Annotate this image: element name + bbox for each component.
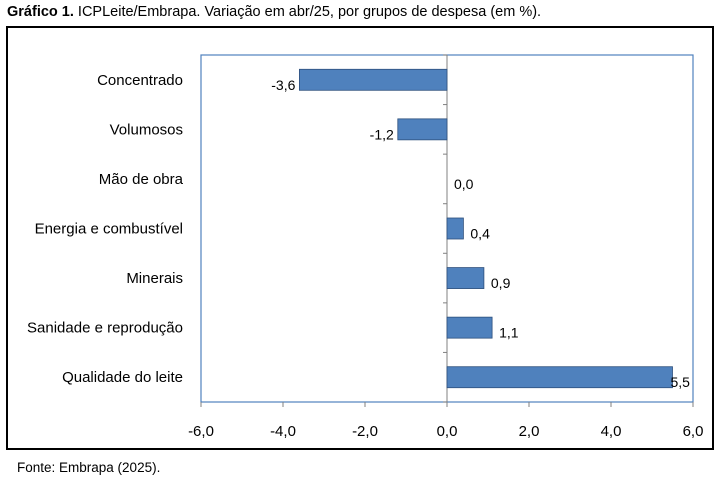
data-label: 1,1 [499, 325, 519, 341]
category-label: Mão de obra [99, 171, 184, 188]
x-tick-label: -4,0 [270, 423, 296, 440]
data-label: 0,4 [470, 226, 490, 242]
chart-frame [6, 26, 714, 450]
data-label: 0,9 [491, 275, 511, 291]
bar [446, 366, 673, 389]
x-tick-label: -6,0 [188, 423, 214, 440]
bar [446, 217, 464, 240]
bar [446, 316, 493, 339]
x-tick-label: 2,0 [519, 423, 540, 440]
bar [446, 267, 485, 289]
figure-caption: Gráfico 1. ICPLeite/Embrapa. Variação em… [7, 4, 541, 20]
data-label: 0,0 [454, 176, 474, 192]
x-tick-label: -2,0 [352, 423, 378, 440]
x-tick-label: 6,0 [683, 423, 704, 440]
data-label: -1,2 [370, 126, 394, 142]
caption-label: Gráfico 1. [7, 4, 74, 20]
bar [298, 68, 448, 91]
bar [397, 118, 448, 141]
category-label: Qualidade do leite [62, 369, 183, 386]
category-label: Energia e combustível [35, 221, 183, 238]
category-label: Concentrado [97, 72, 183, 89]
data-label: -3,6 [271, 77, 295, 93]
category-label: Volumosos [110, 121, 183, 138]
source-note: Fonte: Embrapa (2025). [17, 460, 161, 475]
x-tick-label: 0,0 [437, 423, 458, 440]
data-label: 5,5 [671, 374, 691, 390]
x-tick-label: 4,0 [601, 423, 622, 440]
category-label: Sanidade e reprodução [27, 320, 183, 337]
category-label: Minerais [126, 270, 183, 287]
caption-text: ICPLeite/Embrapa. Variação em abr/25, po… [73, 4, 542, 20]
